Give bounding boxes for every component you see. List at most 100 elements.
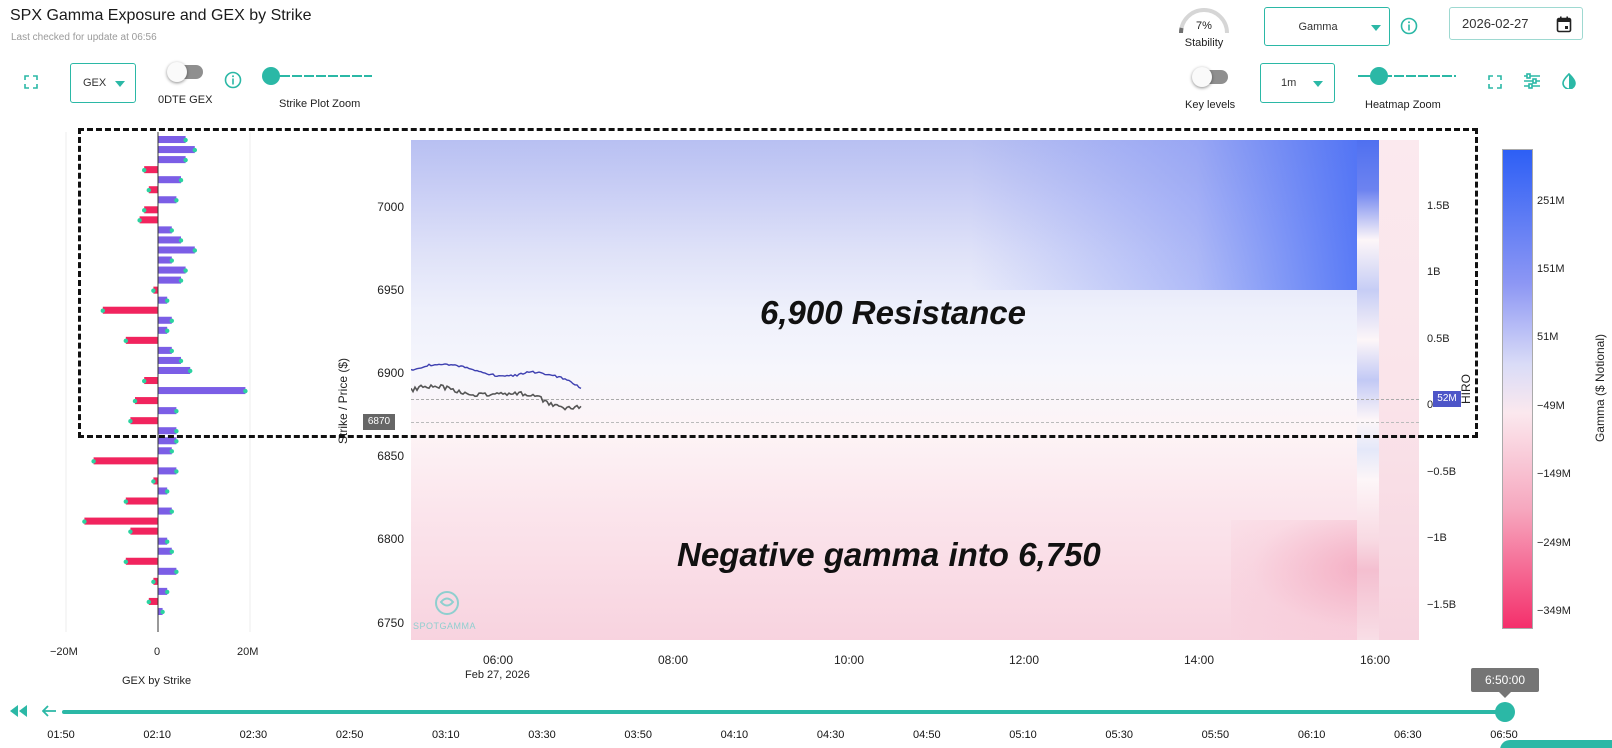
gex-bar <box>84 518 158 525</box>
resistance-highlight-box <box>78 128 1478 438</box>
info-icon[interactable] <box>1398 15 1420 37</box>
gex-x-tick: 0 <box>154 646 160 658</box>
scroll-corner-tab[interactable] <box>1500 740 1612 748</box>
colorbar-tick: 51M <box>1537 331 1558 343</box>
heatmap-x-tick: 14:00 <box>1183 653 1215 667</box>
gex-bar-marker <box>170 449 174 453</box>
heatmap-x-date: Feb 27, 2026 <box>465 669 530 681</box>
timeline-tick: 05:30 <box>1103 729 1135 741</box>
tooltip-arrow <box>1499 692 1511 698</box>
date-value: 2026-02-27 <box>1462 16 1529 31</box>
heatmap-y-tick: 6800 <box>368 532 404 546</box>
gex-bar <box>94 457 158 464</box>
interval-select[interactable]: 1m <box>1260 63 1335 103</box>
zero-dte-toggle[interactable] <box>171 65 203 79</box>
heatmap-y-tick: 6750 <box>368 616 404 630</box>
rewind-icon[interactable] <box>8 700 30 722</box>
contrast-icon[interactable] <box>1558 70 1580 92</box>
strike-zoom-handle[interactable] <box>262 67 280 85</box>
interval-select-value: 1m <box>1281 77 1296 89</box>
gex-select[interactable]: GEX <box>70 63 136 103</box>
timeline-tick: 04:30 <box>815 729 847 741</box>
heatmap-x-tick: 10:00 <box>833 653 865 667</box>
timeline-tick: 03:10 <box>430 729 462 741</box>
chevron-down-icon <box>1371 25 1381 31</box>
heatmap-x-tick: 08:00 <box>657 653 689 667</box>
stability-value: 7% <box>1176 20 1232 32</box>
gex-bar <box>158 568 176 575</box>
toggle-knob <box>167 62 187 82</box>
hiro-tick: −1B <box>1427 532 1447 544</box>
colorbar-tick: 251M <box>1537 195 1565 207</box>
heatmap-metric-value: Gamma <box>1265 21 1371 33</box>
colorbar-tick: −49M <box>1537 400 1565 412</box>
colorbar-label: Gamma ($ Notional) <box>1593 308 1607 468</box>
strike-zoom-track[interactable] <box>270 75 372 77</box>
gex-bar <box>158 467 176 474</box>
timeline-current-time: 6:50:00 <box>1471 668 1539 692</box>
gex-bar-marker <box>151 580 155 584</box>
timeline-tick: 02:50 <box>334 729 366 741</box>
heatmap-zoom-label: Heatmap Zoom <box>1365 99 1441 111</box>
timeline-tick: 02:10 <box>141 729 173 741</box>
timeline-tick: 04:50 <box>911 729 943 741</box>
timeline-tick: 06:10 <box>1296 729 1328 741</box>
heatmap-x-tick: 16:00 <box>1359 653 1391 667</box>
gex-bar-marker <box>174 570 178 574</box>
gex-x-tick: 20M <box>237 646 258 658</box>
gex-x-tick: −20M <box>50 646 78 658</box>
gex-x-label: GEX by Strike <box>122 675 191 687</box>
sliders-icon[interactable] <box>1521 70 1543 92</box>
gex-bar-marker <box>165 539 169 543</box>
strike-zoom-label: Strike Plot Zoom <box>279 98 360 110</box>
timeline-track[interactable] <box>62 710 1505 714</box>
gex-bar-marker <box>165 590 169 594</box>
gex-bar-marker <box>174 439 178 443</box>
heatmap-y-tick: 6850 <box>368 449 404 463</box>
gex-bar-marker <box>124 560 128 564</box>
key-levels-toggle[interactable] <box>1196 70 1228 84</box>
timeline-tick: 01:50 <box>45 729 77 741</box>
gex-bar-marker <box>147 600 151 604</box>
gamma-colorbar <box>1502 149 1533 629</box>
page-title: SPX Gamma Exposure and GEX by Strike <box>10 7 311 25</box>
fullscreen-icon[interactable] <box>20 71 42 93</box>
heatmap-metric-select[interactable]: Gamma <box>1264 7 1390 46</box>
gex-bar-marker <box>170 509 174 513</box>
colorbar-tick: −349M <box>1537 605 1571 617</box>
gex-bar-marker <box>151 479 155 483</box>
heatmap-x-tick: 06:00 <box>482 653 514 667</box>
timeline-tick: 03:30 <box>526 729 558 741</box>
chevron-down-icon <box>115 81 125 87</box>
fullscreen-icon[interactable] <box>1484 71 1506 93</box>
timeline-tick: 05:10 <box>1007 729 1039 741</box>
hiro-tick: −1.5B <box>1427 599 1456 611</box>
gex-bar-marker <box>124 499 128 503</box>
zero-dte-label: 0DTE GEX <box>158 94 212 106</box>
spotgamma-logo-icon <box>433 590 461 616</box>
gex-bar <box>126 558 158 565</box>
gex-select-value: GEX <box>83 77 106 89</box>
hiro-tick: −0.5B <box>1427 466 1456 478</box>
timeline-tick: 06:30 <box>1392 729 1424 741</box>
heatmap-zoom-handle[interactable] <box>1370 67 1388 85</box>
date-input[interactable]: 2026-02-27 <box>1449 7 1583 40</box>
stability-gauge: 7% Stability <box>1176 5 1232 53</box>
spotgamma-watermark: SPOTGAMMA <box>413 621 483 631</box>
spotgamma-logo: SPOTGAMMA <box>413 590 483 631</box>
gex-bar <box>126 498 158 505</box>
gex-bar-marker <box>128 529 132 533</box>
timeline-tick: 03:50 <box>622 729 654 741</box>
timeline-handle[interactable] <box>1495 702 1515 722</box>
timeline-tick: 04:10 <box>718 729 750 741</box>
gex-bar-marker <box>165 489 169 493</box>
chevron-down-icon <box>1313 81 1323 87</box>
calendar-icon[interactable] <box>1556 16 1572 36</box>
back-arrow-icon[interactable] <box>38 700 60 722</box>
colorbar-tick: −149M <box>1537 468 1571 480</box>
timeline-tick: 02:30 <box>237 729 269 741</box>
heatmap-x-tick: 12:00 <box>1008 653 1040 667</box>
info-icon[interactable] <box>222 69 244 91</box>
toggle-knob <box>1192 67 1212 87</box>
colorbar-tick: 151M <box>1537 263 1565 275</box>
